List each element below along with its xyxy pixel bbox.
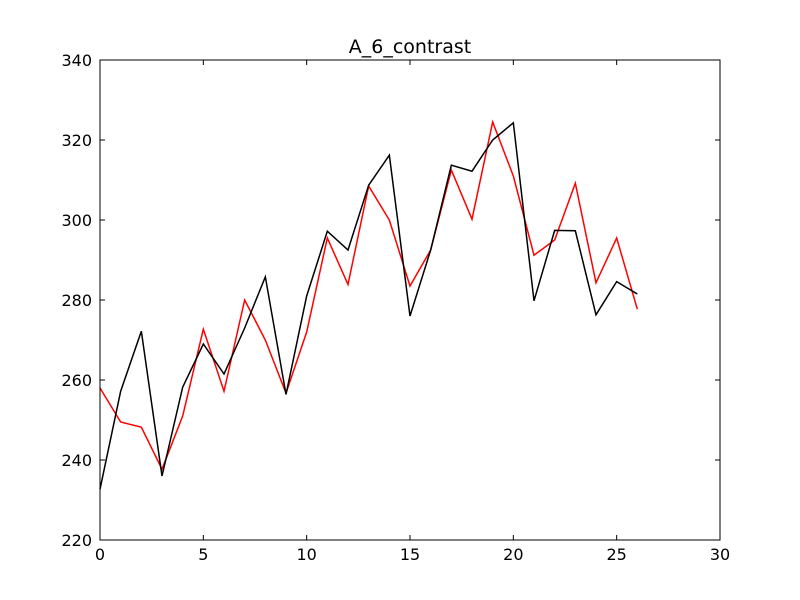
x-tick-label: 5 [198,545,208,564]
ticks-layer: 0 5 10 15 20 25 30 220 240 260 280 300 320 340 [61,51,730,564]
series-line-0 [100,122,637,469]
x-tick-label: 25 [606,545,626,564]
x-tick-label: 20 [503,545,523,564]
x-tick-label: 30 [710,545,730,564]
series-line-1 [100,123,637,489]
x-tick-label: 15 [400,545,420,564]
x-tick-label: 0 [95,545,105,564]
y-tick-label: 220 [61,531,92,550]
y-tick-label: 280 [61,291,92,310]
y-tick-label: 240 [61,451,92,470]
y-tick-label: 320 [61,131,92,150]
series-layer [100,122,637,489]
y-tick-label: 340 [61,51,92,70]
plot-frame [100,60,720,540]
y-tick-label: 300 [61,211,92,230]
chart-title: A_6_contrast [349,36,471,58]
y-tick-label: 260 [61,371,92,390]
x-tick-label: 10 [296,545,316,564]
